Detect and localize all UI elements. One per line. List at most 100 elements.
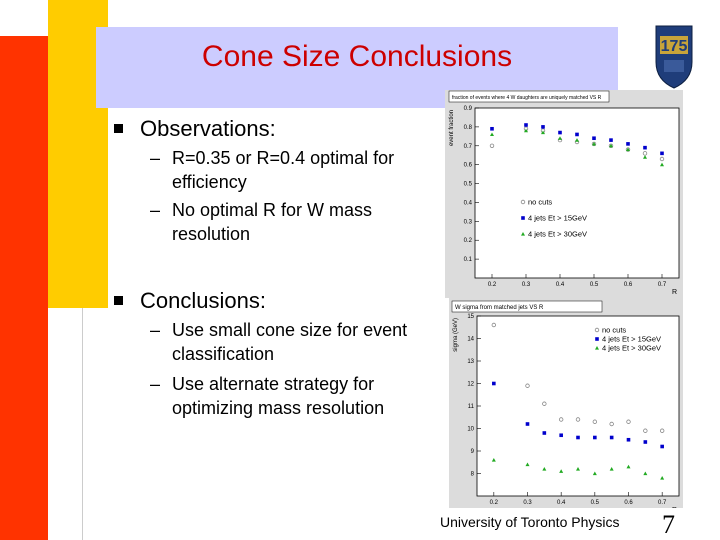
data-point: [558, 130, 562, 135]
conclusions-heading: Conclusions:: [140, 288, 266, 313]
legend-label: 4 jets Et > 15GeV: [528, 214, 587, 223]
legend-marker: [595, 337, 599, 341]
data-point: [643, 440, 648, 444]
data-point: [542, 467, 547, 471]
legend-label: 4 jets Et > 30GeV: [528, 230, 587, 239]
data-point: [592, 471, 597, 476]
y-axis-label: event fraction: [449, 110, 455, 146]
university-crest-logo: 175: [655, 25, 693, 89]
chart-title-box: [448, 90, 610, 103]
y-tick-label: 0.9: [464, 106, 473, 112]
x-tick-label: 0.2: [490, 500, 499, 506]
dash-marker: –: [150, 320, 161, 340]
y-axis-label: sigma (GeV): [453, 318, 459, 352]
data-point: [660, 162, 664, 167]
data-point: [592, 141, 596, 146]
data-point: [575, 138, 579, 142]
logo-text: 175: [661, 38, 688, 55]
legend-marker: [595, 346, 599, 350]
x-tick-label: 0.4: [556, 282, 565, 288]
data-point: [490, 126, 494, 131]
data-point: [489, 143, 495, 148]
data-point: [524, 128, 528, 133]
data-point: [643, 428, 648, 433]
x-axis-label: R: [672, 507, 677, 508]
y-tick-label: 13: [467, 359, 474, 365]
decor-white-block: [48, 308, 108, 540]
data-point: [576, 467, 580, 471]
data-point: [541, 130, 545, 135]
data-point: [626, 147, 630, 152]
legend-marker: [520, 199, 526, 205]
slide-title: Cone Size Conclusions: [201, 40, 513, 73]
y-tick-label: 8: [471, 472, 475, 478]
data-point: [525, 422, 530, 426]
y-tick-label: 0.4: [464, 200, 473, 206]
data-point: [659, 428, 665, 433]
data-point: [592, 136, 596, 141]
decor-vertical-line: [82, 308, 83, 540]
data-point: [575, 132, 579, 137]
data-point: [626, 419, 631, 424]
x-tick-label: 0.5: [591, 500, 600, 506]
legend-marker: [521, 232, 525, 236]
dash-marker: –: [150, 374, 161, 394]
data-point: [609, 143, 613, 148]
footer-text: University of Toronto Physics: [440, 514, 620, 530]
bullet-marker: [114, 296, 123, 305]
decor-orange-bar: [0, 36, 48, 540]
data-point: [643, 145, 647, 150]
y-tick-label: 0.5: [464, 182, 473, 188]
y-tick-label: 0.3: [464, 219, 473, 225]
y-tick-label: 9: [471, 449, 475, 455]
data-point: [593, 435, 597, 440]
y-tick-label: 11: [468, 404, 475, 410]
x-axis-label: R: [672, 289, 677, 296]
x-tick-label: 0.2: [488, 282, 497, 288]
data-point: [643, 155, 647, 159]
x-tick-label: 0.7: [658, 500, 667, 506]
data-point: [660, 151, 664, 156]
data-point: [525, 383, 530, 388]
data-point: [643, 471, 648, 476]
data-point: [609, 138, 613, 142]
data-point: [626, 437, 631, 442]
data-point: [660, 476, 665, 480]
legend-marker: [521, 216, 525, 220]
data-point: [626, 142, 630, 146]
plot-area: [476, 315, 680, 497]
x-tick-label: 0.5: [590, 282, 599, 288]
y-tick-label: 0.2: [464, 238, 473, 244]
data-point: [491, 322, 497, 328]
data-point: [542, 431, 547, 435]
data-point: [576, 435, 580, 440]
data-point: [558, 417, 564, 422]
y-tick-label: 0.8: [464, 125, 473, 131]
dash-marker: –: [150, 148, 161, 168]
efficiency-chart: fraction of events where 4 W daughters a…: [445, 90, 683, 298]
data-point: [575, 417, 581, 422]
data-point: [559, 433, 563, 438]
data-point: [524, 123, 528, 127]
y-tick-label: 15: [467, 314, 474, 320]
legend-label: no cuts: [528, 198, 552, 207]
data-point: [660, 444, 664, 449]
x-tick-label: 0.6: [624, 500, 633, 506]
legend-label: no cuts: [602, 326, 626, 335]
x-tick-label: 0.7: [658, 282, 667, 288]
data-point: [491, 458, 496, 462]
legend-label: 4 jets Et > 30GeV: [602, 344, 661, 353]
observation-item-1: R=0.35 or R=0.4 optimal for efficiency: [172, 148, 395, 192]
data-point: [609, 421, 614, 427]
data-point: [592, 419, 598, 424]
page-number: 7: [662, 510, 675, 539]
chart-title-box: [451, 300, 603, 313]
y-tick-label: 0.7: [464, 144, 473, 150]
plot-area: [474, 107, 680, 279]
data-point: [626, 464, 631, 469]
observation-item-2: No optimal R for W mass resolution: [172, 200, 373, 244]
conclusion-item-1: Use small cone size for event classifica…: [172, 320, 408, 364]
data-point: [559, 469, 564, 473]
y-tick-label: 14: [467, 337, 474, 343]
y-tick-label: 0.1: [464, 257, 473, 263]
